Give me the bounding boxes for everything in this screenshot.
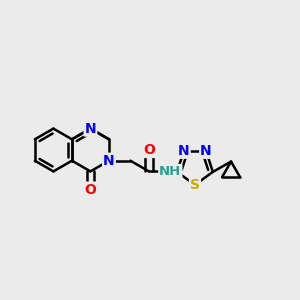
Text: N: N — [103, 154, 115, 168]
Text: N: N — [200, 144, 212, 158]
Text: S: S — [190, 178, 200, 192]
Text: O: O — [85, 183, 96, 196]
Text: N: N — [178, 144, 190, 158]
Text: N: N — [85, 122, 96, 136]
Text: NH: NH — [159, 165, 182, 178]
Text: O: O — [143, 143, 155, 157]
